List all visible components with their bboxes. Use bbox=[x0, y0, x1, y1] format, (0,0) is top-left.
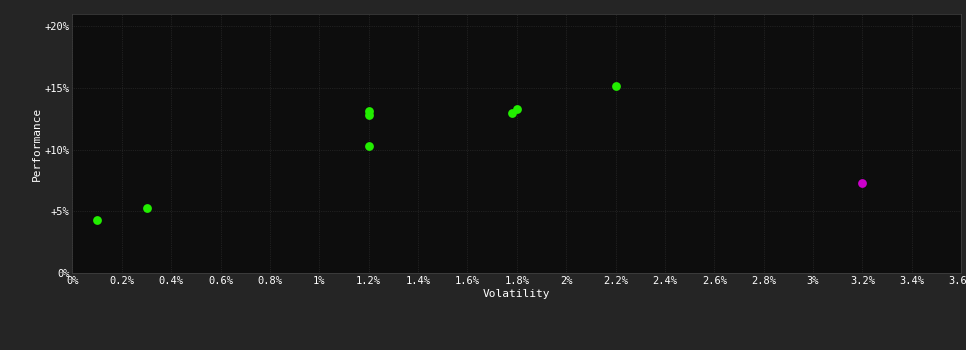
Y-axis label: Performance: Performance bbox=[32, 106, 42, 181]
X-axis label: Volatility: Volatility bbox=[483, 288, 551, 299]
Point bbox=[139, 205, 155, 210]
Point bbox=[361, 108, 377, 114]
Point bbox=[855, 180, 870, 186]
Point bbox=[361, 143, 377, 149]
Point bbox=[361, 112, 377, 118]
Point bbox=[90, 217, 105, 223]
Point bbox=[608, 83, 623, 88]
Point bbox=[504, 110, 520, 116]
Point bbox=[509, 106, 525, 112]
